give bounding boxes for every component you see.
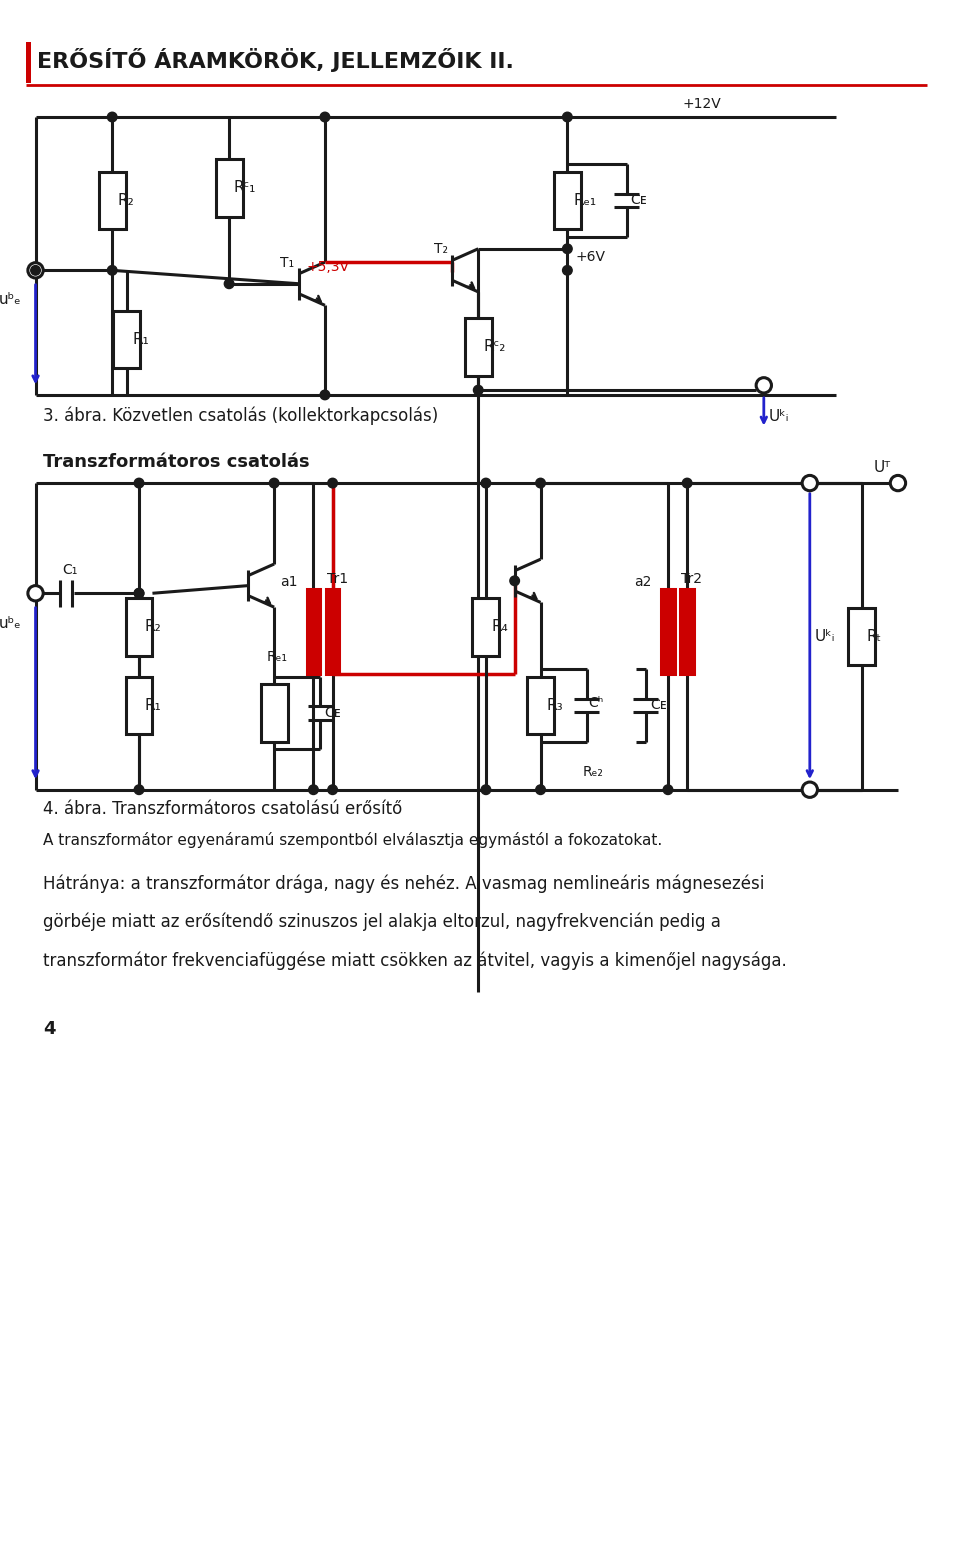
Bar [681, 589, 694, 673]
Text: Tr1: Tr1 [326, 572, 348, 586]
Circle shape [536, 478, 545, 489]
Circle shape [108, 266, 117, 276]
Circle shape [663, 785, 673, 794]
Text: transzformátor frekvenciafüggése miatt csökken az átvitel, vagyis a kimenőjel na: transzformátor frekvenciafüggése miatt c… [43, 951, 787, 969]
Circle shape [225, 279, 234, 288]
Circle shape [563, 266, 572, 276]
Circle shape [270, 478, 279, 489]
Text: R₄: R₄ [492, 619, 509, 634]
Text: A transzformátor egyenáramú szempontból elválasztja egymástól a fokozatokat.: A transzformátor egyenáramú szempontból … [43, 833, 662, 849]
Circle shape [473, 385, 483, 395]
Text: Cᴇ: Cᴇ [631, 193, 647, 207]
Bar [126, 598, 153, 656]
Circle shape [756, 377, 772, 393]
Circle shape [134, 589, 144, 598]
Circle shape [563, 113, 572, 122]
Text: R₃: R₃ [546, 698, 563, 713]
Circle shape [536, 785, 545, 794]
Circle shape [327, 785, 337, 794]
Text: Rᶜ₁: Rᶜ₁ [234, 180, 256, 196]
Text: Tr2: Tr2 [682, 572, 703, 586]
Text: R₁: R₁ [132, 332, 149, 346]
Bar [848, 608, 875, 666]
Circle shape [108, 113, 117, 122]
Bar [325, 589, 339, 673]
Bar [554, 172, 581, 229]
Text: Cʰ: Cʰ [588, 697, 604, 711]
Text: Uᵏᵢ: Uᵏᵢ [815, 630, 835, 644]
Text: +12V: +12V [683, 97, 721, 111]
Bar [261, 684, 288, 742]
Text: Rₜ: Rₜ [866, 630, 881, 644]
Text: Rₑ₂: Rₑ₂ [583, 766, 604, 780]
Bar [26, 42, 31, 83]
Bar [99, 172, 126, 229]
Text: +5,3V: +5,3V [307, 260, 349, 274]
Circle shape [320, 113, 329, 122]
Text: T₁: T₁ [280, 255, 295, 269]
Text: 3. ábra. Közvetlen csatolás (kollektorkapcsolás): 3. ábra. Közvetlen csatolás (kollektorka… [43, 407, 439, 426]
Text: R₂: R₂ [145, 619, 161, 634]
Circle shape [31, 266, 40, 276]
Text: a2: a2 [635, 575, 652, 589]
Circle shape [28, 586, 43, 601]
Circle shape [320, 390, 329, 399]
Text: +6V: +6V [575, 251, 605, 265]
Bar [527, 677, 554, 734]
Circle shape [481, 785, 491, 794]
Text: a1: a1 [280, 575, 298, 589]
Text: C₁: C₁ [62, 564, 78, 578]
Bar [113, 310, 140, 368]
Text: Transzformátoros csatolás: Transzformátoros csatolás [43, 453, 310, 471]
Circle shape [308, 785, 318, 794]
Circle shape [803, 476, 818, 490]
Text: Hátránya: a transzformátor drága, nagy és nehéz. A vasmag nemlineáris mágnesezés: Hátránya: a transzformátor drága, nagy é… [43, 874, 764, 893]
Circle shape [481, 478, 491, 489]
Circle shape [134, 589, 144, 598]
Text: R₂: R₂ [118, 193, 134, 208]
Bar [126, 677, 153, 734]
Circle shape [28, 263, 43, 279]
Circle shape [563, 244, 572, 254]
Circle shape [327, 478, 337, 489]
Text: Rᶜ₂: Rᶜ₂ [484, 340, 506, 354]
Text: Cᴇ: Cᴇ [650, 698, 666, 713]
Circle shape [890, 476, 905, 490]
Bar [216, 160, 243, 216]
Text: Rₑ₁: Rₑ₁ [573, 193, 596, 208]
Text: Rₑ₁: Rₑ₁ [267, 650, 287, 664]
Text: Cᴇ: Cᴇ [324, 706, 341, 720]
Circle shape [134, 478, 144, 489]
Bar [472, 598, 499, 656]
Bar [307, 589, 320, 673]
Text: görbéje miatt az erősítendő szinuszos jel alakja eltorzul, nagyfrekvencián pedig: görbéje miatt az erősítendő szinuszos je… [43, 913, 721, 932]
Text: 4. ábra. Transzformátoros csatolású erősítő: 4. ábra. Transzformátoros csatolású erős… [43, 800, 402, 817]
Text: Uᵀ: Uᵀ [874, 460, 891, 474]
Bar [465, 318, 492, 376]
Text: uᵇₑ: uᵇₑ [0, 617, 21, 631]
Circle shape [803, 781, 818, 797]
Circle shape [683, 478, 692, 489]
Circle shape [510, 576, 519, 586]
Text: T₂: T₂ [434, 243, 447, 257]
Text: uᵇₑ: uᵇₑ [0, 291, 21, 307]
Circle shape [134, 785, 144, 794]
Text: 4: 4 [43, 1021, 56, 1038]
Text: ERŐSÍTŐ ÁRAMKÖRÖK, JELLEMZŐIK II.: ERŐSÍTŐ ÁRAMKÖRÖK, JELLEMZŐIK II. [37, 47, 515, 72]
Text: R₁: R₁ [145, 698, 161, 713]
Text: Uᵏᵢ: Uᵏᵢ [769, 409, 789, 424]
Bar [661, 589, 675, 673]
